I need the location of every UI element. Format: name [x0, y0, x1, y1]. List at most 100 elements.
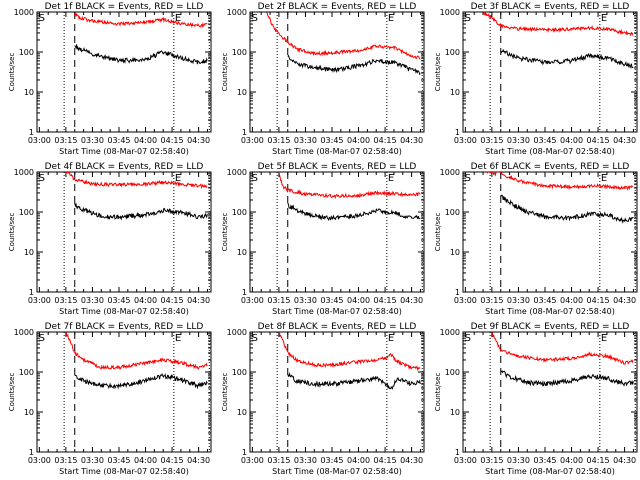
x-tick-label: 03:30 — [81, 456, 104, 465]
x-tick-label: 03:30 — [294, 456, 317, 465]
y-tick-label: 1 — [455, 128, 460, 137]
y-tick-label: 1000 — [227, 328, 247, 337]
lld-series-line — [65, 172, 208, 190]
y-tick-label: 10 — [237, 248, 247, 257]
y-tick-label: 100 — [232, 368, 247, 377]
x-tick-label: 04:15 — [374, 296, 397, 305]
e-marker: E — [601, 173, 607, 184]
x-tick-label: 04:30 — [613, 136, 636, 145]
x-tick-label: 03:30 — [294, 296, 317, 305]
x-tick-label: 03:30 — [507, 456, 530, 465]
s-marker: S — [465, 13, 471, 24]
panel-title: Det 6f BLACK = Events, RED = LLD — [471, 162, 630, 172]
detector-panel: Det 6f BLACK = Events, RED = LLD 1 10 100 10… — [434, 162, 638, 316]
x-tick-label: 04:00 — [134, 136, 157, 145]
x-tick-label: 03:00 — [28, 296, 51, 305]
panel-title: Det 4f BLACK = Events, RED = LLD — [45, 162, 204, 172]
x-tick-label: 03:45 — [533, 296, 556, 305]
e-marker: E — [388, 333, 394, 344]
x-tick-label: 03:15 — [267, 136, 290, 145]
x-tick-label: 04:15 — [161, 136, 184, 145]
x-tick-label: 04:30 — [613, 296, 636, 305]
y-axis-label: Counts/sec — [8, 373, 16, 412]
x-tick-label: 03:15 — [480, 136, 503, 145]
x-tick-label: 04:00 — [560, 136, 583, 145]
x-tick-label: 03:30 — [507, 296, 530, 305]
y-tick-label: 1 — [29, 288, 34, 297]
x-tick-label: 03:30 — [294, 136, 317, 145]
x-tick-label: 03:15 — [267, 456, 290, 465]
x-tick-label: 03:45 — [320, 136, 343, 145]
x-axis-label: Start Time (08-Mar-07 02:58:40) — [272, 467, 402, 476]
y-tick-label: 100 — [445, 368, 460, 377]
x-axis-label: Start Time (08-Mar-07 02:58:40) — [272, 307, 402, 316]
y-axis-label: Counts/sec — [8, 53, 16, 92]
y-tick-label: 1 — [455, 448, 460, 457]
x-tick-label: 03:00 — [454, 296, 477, 305]
y-axis-label: Counts/sec — [221, 373, 229, 412]
x-tick-label: 04:00 — [134, 296, 157, 305]
x-tick-label: 03:45 — [107, 296, 130, 305]
y-tick-label: 10 — [24, 408, 34, 417]
s-marker: S — [39, 333, 45, 344]
x-tick-label: 04:15 — [587, 136, 610, 145]
x-axis-label: Start Time (08-Mar-07 02:58:40) — [59, 467, 189, 476]
x-tick-label: 04:15 — [161, 296, 184, 305]
x-tick-label: 03:00 — [28, 136, 51, 145]
x-tick-label: 04:30 — [400, 136, 423, 145]
panel-title: Det 3f BLACK = Events, RED = LLD — [471, 2, 630, 12]
y-tick-label: 100 — [232, 208, 247, 217]
detector-panel: Det 3f BLACK = Events, RED = LLD 1 10 100 10… — [434, 2, 638, 156]
y-tick-label: 100 — [445, 208, 460, 217]
x-tick-label: 04:15 — [374, 456, 397, 465]
lld-series-line — [491, 332, 634, 365]
y-tick-label: 100 — [445, 48, 460, 57]
x-tick-label: 03:00 — [454, 136, 477, 145]
x-tick-label: 03:45 — [107, 136, 130, 145]
y-tick-label: 1 — [29, 128, 34, 137]
e-marker: E — [601, 333, 607, 344]
e-marker: E — [601, 13, 607, 24]
s-marker: S — [252, 333, 258, 344]
panel-title: Det 7f BLACK = Events, RED = LLD — [45, 322, 204, 332]
y-tick-label: 10 — [450, 248, 460, 257]
plot-frame — [462, 11, 638, 133]
x-tick-label: 03:00 — [454, 456, 477, 465]
detector-panel: Det 4f BLACK = Events, RED = LLD 1 10 100 10… — [8, 162, 212, 316]
x-tick-label: 03:15 — [54, 456, 77, 465]
y-tick-label: 1 — [242, 288, 247, 297]
s-marker: S — [39, 13, 45, 24]
lld-series-line — [484, 172, 634, 191]
y-tick-label: 1 — [455, 288, 460, 297]
plot-frame — [249, 331, 425, 453]
x-tick-label: 03:30 — [507, 136, 530, 145]
x-tick-label: 03:15 — [480, 296, 503, 305]
s-marker: S — [465, 173, 471, 184]
lld-series-line — [278, 172, 421, 200]
plot-frame — [36, 331, 212, 453]
plot-frame — [462, 171, 638, 293]
events-series-line — [500, 370, 634, 387]
x-tick-label: 03:00 — [28, 456, 51, 465]
plot-frame — [249, 171, 425, 293]
x-axis-label: Start Time (08-Mar-07 02:58:40) — [59, 307, 189, 316]
detector-panel: Det 9f BLACK = Events, RED = LLD 1 10 100 10… — [434, 322, 638, 476]
y-tick-label: 10 — [24, 248, 34, 257]
x-axis-label: Start Time (08-Mar-07 02:58:40) — [272, 147, 402, 156]
e-marker: E — [388, 13, 394, 24]
x-tick-label: 04:30 — [400, 296, 423, 305]
x-tick-label: 03:15 — [54, 136, 77, 145]
y-tick-label: 10 — [237, 88, 247, 97]
events-series-line — [500, 194, 634, 224]
x-tick-label: 04:00 — [134, 456, 157, 465]
y-tick-label: 100 — [19, 48, 34, 57]
x-tick-label: 04:00 — [347, 456, 370, 465]
y-tick-label: 1 — [29, 448, 34, 457]
lld-series-line — [65, 332, 208, 370]
y-tick-label: 10 — [237, 408, 247, 417]
lld-series-line — [74, 12, 208, 29]
plot-frame — [36, 11, 212, 133]
x-tick-label: 03:15 — [54, 296, 77, 305]
x-tick-label: 04:30 — [187, 456, 210, 465]
lld-series-line — [266, 12, 421, 60]
